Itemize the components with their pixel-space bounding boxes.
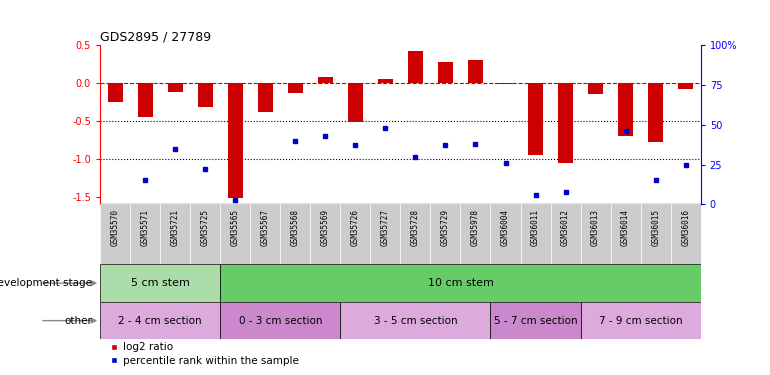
Bar xyxy=(400,204,430,264)
Bar xyxy=(618,83,633,136)
Text: GSM35567: GSM35567 xyxy=(261,209,270,246)
Bar xyxy=(521,204,551,264)
Bar xyxy=(250,204,280,264)
Bar xyxy=(318,77,333,83)
Text: GSM35565: GSM35565 xyxy=(231,209,239,246)
Bar xyxy=(190,204,220,264)
Text: 0 - 3 cm section: 0 - 3 cm section xyxy=(239,316,322,326)
Bar xyxy=(551,204,581,264)
Text: GSM35728: GSM35728 xyxy=(411,209,420,246)
Bar xyxy=(220,264,701,302)
Bar xyxy=(348,83,363,122)
Bar xyxy=(228,83,243,198)
Bar xyxy=(340,302,490,339)
Bar xyxy=(168,83,182,92)
Text: GSM35725: GSM35725 xyxy=(201,209,209,246)
Bar xyxy=(490,302,581,339)
Bar xyxy=(340,204,370,264)
Bar xyxy=(468,60,483,83)
Bar xyxy=(430,204,460,264)
Bar xyxy=(490,204,521,264)
Text: other: other xyxy=(65,316,92,326)
Bar xyxy=(370,204,400,264)
Bar xyxy=(408,51,423,83)
Bar xyxy=(310,204,340,264)
Bar xyxy=(648,83,663,142)
Bar xyxy=(641,204,671,264)
Text: 2 - 4 cm section: 2 - 4 cm section xyxy=(119,316,202,326)
Bar xyxy=(100,264,220,302)
Bar xyxy=(678,83,693,89)
Bar xyxy=(581,302,701,339)
Text: 5 cm stem: 5 cm stem xyxy=(131,278,189,288)
Text: GSM35727: GSM35727 xyxy=(381,209,390,246)
Text: 3 - 5 cm section: 3 - 5 cm section xyxy=(373,316,457,326)
Bar xyxy=(138,83,152,117)
Bar xyxy=(611,204,641,264)
Text: GSM36004: GSM36004 xyxy=(501,209,510,246)
Bar xyxy=(581,204,611,264)
Text: GDS2895 / 27789: GDS2895 / 27789 xyxy=(100,31,211,44)
Bar xyxy=(288,83,303,93)
Bar xyxy=(558,83,573,163)
Legend: log2 ratio, percentile rank within the sample: log2 ratio, percentile rank within the s… xyxy=(105,338,303,370)
Bar xyxy=(498,83,513,84)
Bar xyxy=(130,204,160,264)
Text: 5 - 7 cm section: 5 - 7 cm section xyxy=(494,316,578,326)
Text: 7 - 9 cm section: 7 - 9 cm section xyxy=(599,316,682,326)
Text: GSM35729: GSM35729 xyxy=(441,209,450,246)
Text: GSM35978: GSM35978 xyxy=(471,209,480,246)
Text: GSM36013: GSM36013 xyxy=(591,209,600,246)
Text: 10 cm stem: 10 cm stem xyxy=(427,278,494,288)
Text: GSM35571: GSM35571 xyxy=(141,209,149,246)
Bar xyxy=(588,83,603,94)
Bar xyxy=(528,83,543,155)
Text: GSM35568: GSM35568 xyxy=(291,209,300,246)
Bar xyxy=(438,63,453,83)
Bar xyxy=(160,204,190,264)
Bar xyxy=(198,83,213,107)
Bar xyxy=(280,204,310,264)
Bar xyxy=(100,302,220,339)
Text: GSM35570: GSM35570 xyxy=(111,209,119,246)
Bar xyxy=(460,204,490,264)
Text: GSM36015: GSM36015 xyxy=(651,209,660,246)
Text: GSM35721: GSM35721 xyxy=(171,209,179,246)
Text: GSM36011: GSM36011 xyxy=(531,209,540,246)
Text: GSM36016: GSM36016 xyxy=(681,209,690,246)
Text: GSM36014: GSM36014 xyxy=(621,209,630,246)
Text: GSM35726: GSM35726 xyxy=(351,209,360,246)
Text: development stage: development stage xyxy=(0,278,92,288)
Bar xyxy=(220,302,340,339)
Bar xyxy=(671,204,701,264)
Bar xyxy=(100,204,130,264)
Bar xyxy=(220,204,250,264)
Text: GSM35569: GSM35569 xyxy=(321,209,330,246)
Text: GSM36012: GSM36012 xyxy=(561,209,570,246)
Bar xyxy=(258,83,273,112)
Bar xyxy=(108,83,122,102)
Bar xyxy=(378,79,393,83)
